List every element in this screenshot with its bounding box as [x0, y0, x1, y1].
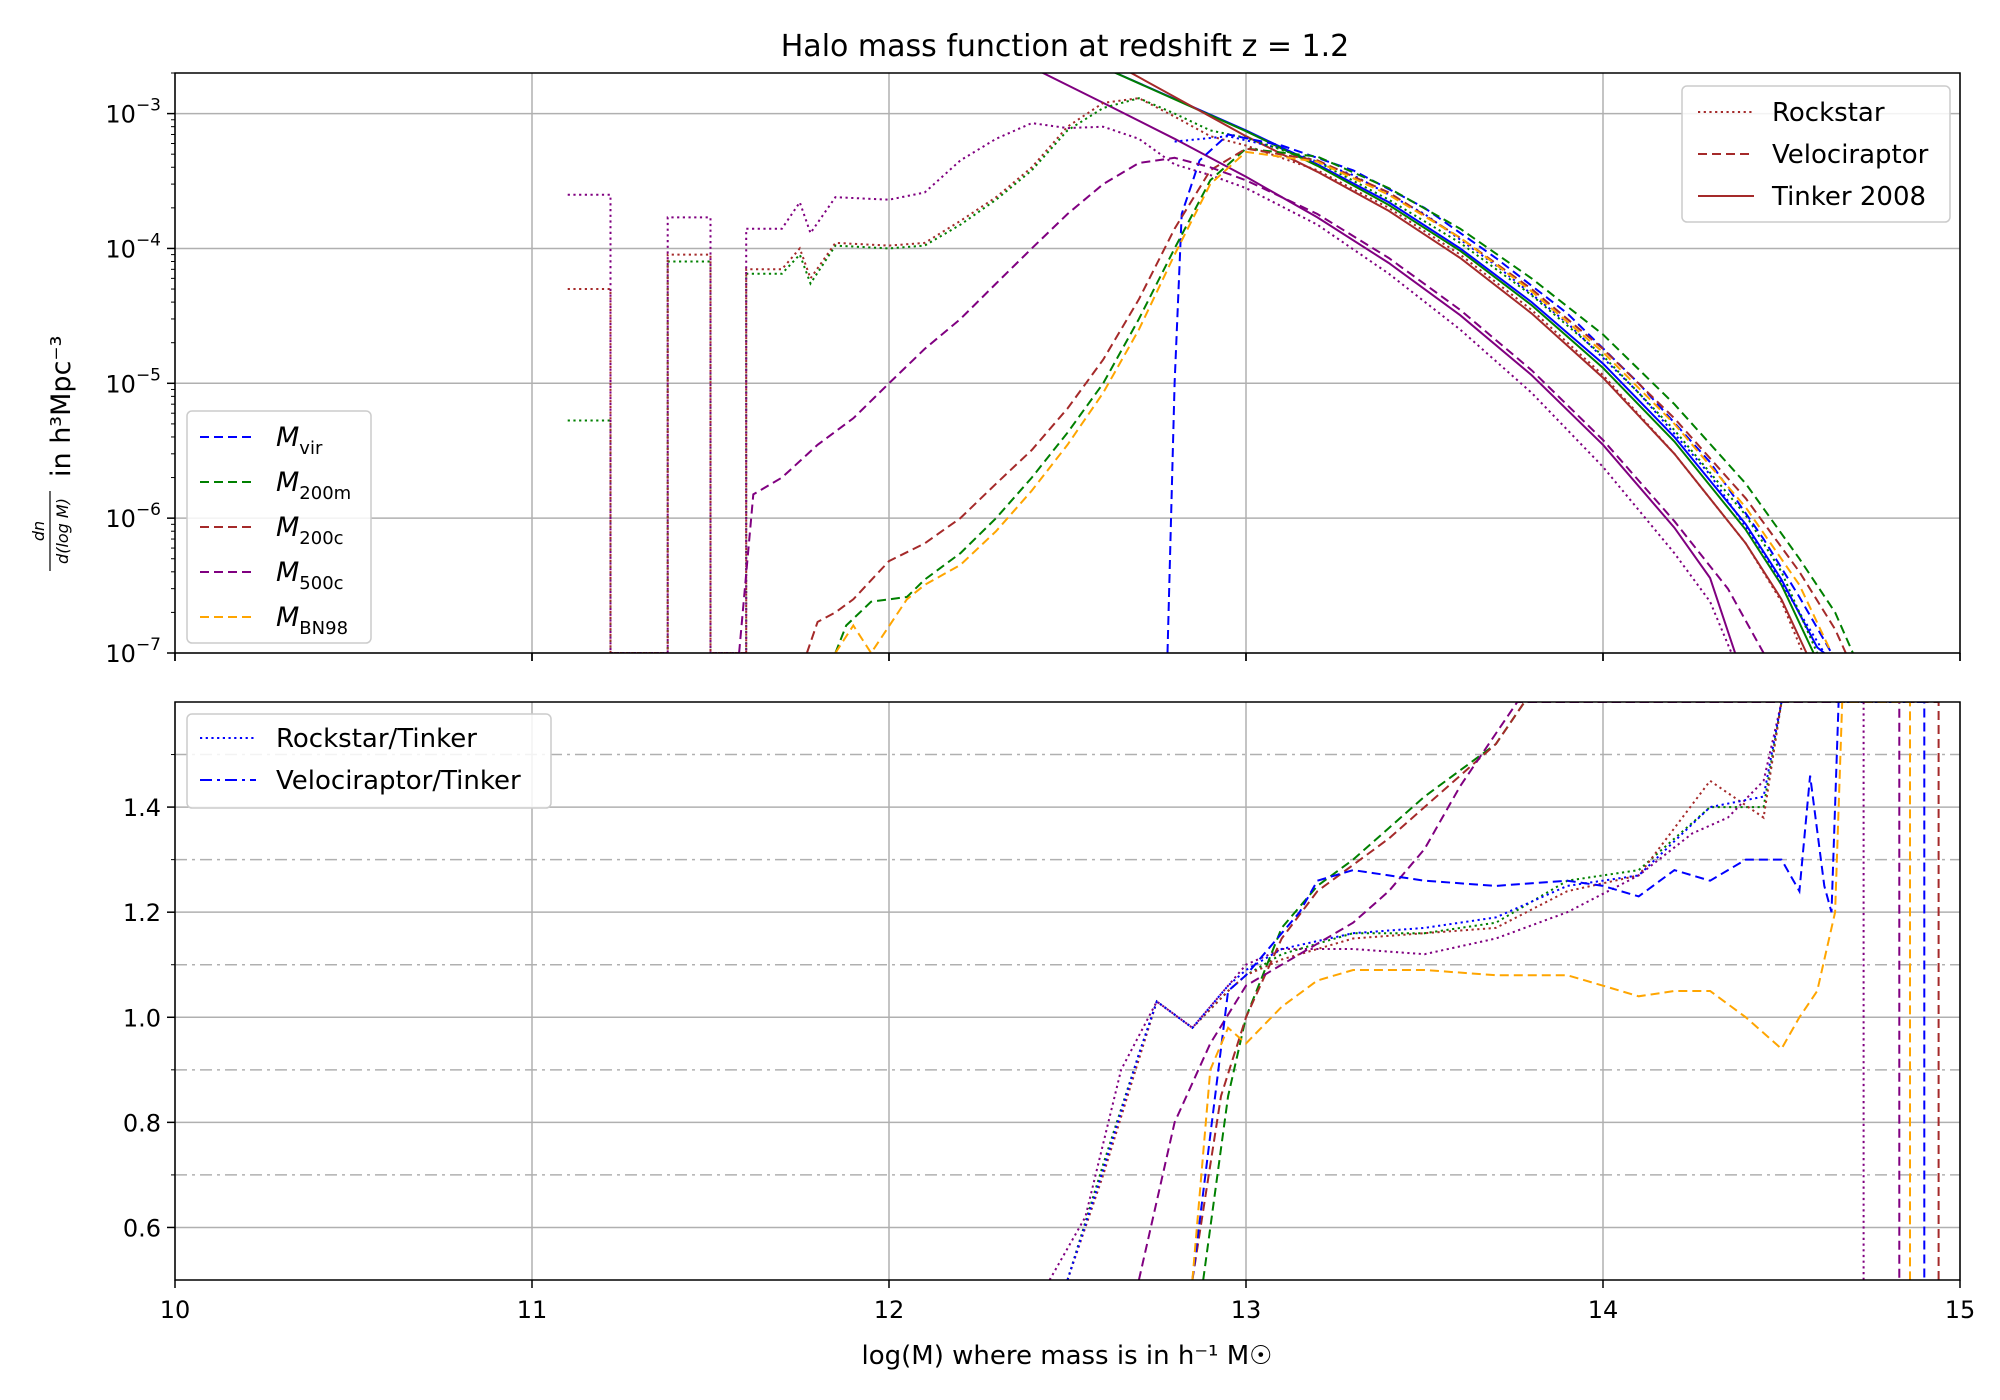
legend-masses-label: M200m: [276, 467, 351, 504]
legend-masses-label: MBN98: [276, 602, 348, 639]
legend-styles-box: [1681, 85, 1951, 223]
top-y-tick-label: 10−5: [105, 365, 161, 398]
bottom-series-line-8: [1191, 702, 1911, 1280]
top-y-tick-label: 10−7: [105, 635, 161, 668]
top-series-line-4: [1174, 135, 1826, 653]
top-series-line-3: [1040, 73, 1737, 653]
y-label-units: in h³Mpc⁻³: [46, 336, 77, 478]
top-y-tick-label: 10−6: [105, 500, 161, 533]
bottom-series-line-5: [1191, 702, 1940, 1280]
legend-styles-label: Tinker 2008: [1771, 182, 1926, 212]
bottom-x-tick-label: 13: [1231, 1296, 1262, 1324]
top-panel: 10−7 10−6 10−5 10−4 10−3 dn d(log M) in h³Mp…: [29, 72, 1961, 668]
legend-masses: Mvir M200m M200c M500c MBN98: [186, 410, 372, 644]
legend-masses-label: M200c: [276, 512, 344, 549]
bottom-axis-ticks: 10 11 12 13 14 15 0.6 0.8 1.0 1.2 1.4: [123, 653, 1975, 1324]
bottom-x-tick-label: 11: [517, 1296, 548, 1324]
bottom-series-line-6: [1137, 702, 1901, 1280]
bottom-y-tick-label: 0.8: [123, 1109, 161, 1137]
legend-masses-label: Mvir: [276, 422, 323, 459]
x-axis-label: log(M) where mass is in h⁻¹ M☉: [862, 1341, 1273, 1371]
legend-styles: Rockstar Velociraptor Tinker 2008: [1681, 85, 1951, 223]
bottom-y-tick-label: 0.6: [123, 1214, 161, 1242]
top-series-line-10: [805, 147, 1847, 653]
bottom-x-tick-label: 14: [1588, 1296, 1619, 1324]
top-series-line-6: [567, 97, 1804, 653]
top-series-line-12: [834, 150, 1833, 653]
top-y-tick-label: 10−4: [105, 230, 161, 263]
bottom-y-tick-label: 1.4: [123, 794, 161, 822]
legend-masses-box: [186, 410, 372, 644]
top-y-tick-label: 10−3: [105, 96, 161, 129]
bottom-series-lines: [1048, 702, 1940, 1280]
bottom-series-line-7: [1191, 702, 1926, 1280]
y-label-fraction-numerator: dn: [29, 521, 48, 541]
bottom-series-line-2: [1048, 702, 1783, 1280]
legend-ratios-label: Velociraptor/Tinker: [276, 766, 521, 796]
top-axis-ticks: 10−7 10−6 10−5 10−4 10−3: [105, 72, 1961, 668]
top-series-line-7: [567, 122, 1733, 653]
top-plot-frame: [174, 72, 1961, 654]
legend-ratios-label: Rockstar/Tinker: [276, 724, 477, 754]
y-label-fraction-denominator: d(log M): [53, 498, 72, 564]
top-series-lines: [567, 73, 1854, 653]
bottom-plot-frame: [174, 701, 1961, 1281]
legend-ratios: Rockstar/Tinker Velociraptor/Tinker: [186, 713, 552, 809]
bottom-x-tick-label: 10: [160, 1296, 191, 1324]
bottom-panel: 10 11 12 13 14 15 0.6 0.8 1.0 1.2 1.4 log(M) where…: [123, 653, 1975, 1371]
bottom-y-tick-label: 1.2: [123, 899, 161, 927]
top-series-line-9: [834, 147, 1854, 653]
bottom-series-line-4: [1202, 702, 1526, 1280]
bottom-y-tick-label: 1.0: [123, 1004, 161, 1032]
legend-styles-label: Rockstar: [1772, 98, 1885, 128]
chart-title: Halo mass function at redshift z = 1.2: [781, 29, 1350, 64]
legend-masses-label: M500c: [276, 557, 344, 594]
legend-styles-label: Velociraptor: [1772, 140, 1929, 170]
top-series-line-11: [738, 156, 1765, 653]
top-y-axis-label: dn d(log M) in h³Mpc⁻³: [29, 336, 77, 571]
bottom-x-tick-label: 12: [874, 1296, 905, 1324]
bottom-series-line-3: [1066, 702, 1783, 1280]
legend-ratios-box: [186, 713, 552, 809]
bottom-x-tick-label: 15: [1945, 1296, 1976, 1324]
